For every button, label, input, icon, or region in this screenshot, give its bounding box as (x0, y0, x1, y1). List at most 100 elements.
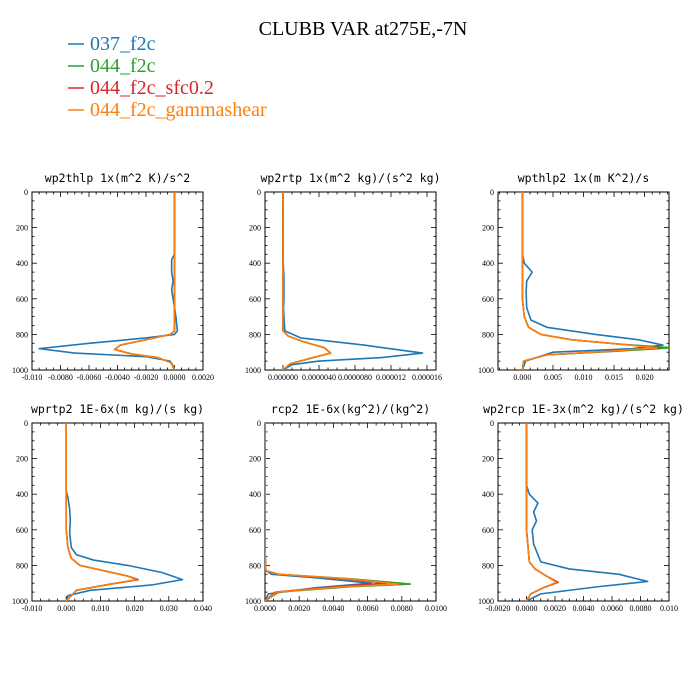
x-tick-label: 0.010 (575, 373, 593, 382)
figure-title: CLUBB VAR at275E,-7N (259, 18, 468, 40)
panel-title: wp2rcp 1E-3x(m^2 kg)/(s^2 kg) (483, 402, 684, 416)
x-tick-label: 0.0060 (357, 604, 379, 613)
y-tick-label: 200 (482, 224, 494, 233)
y-tick-label: 400 (249, 490, 261, 499)
series-line-044-f2c (65, 423, 139, 601)
x-tick-label: 0.020 (126, 604, 144, 613)
x-tick-label: 0.030 (160, 604, 178, 613)
series-line-044-f2c-sfc0-2 (113, 192, 176, 370)
x-tick-label: 0.020 (636, 373, 654, 382)
panel-title: wprtp2 1E-6x(m kg)/(s kg) (31, 402, 204, 416)
x-tick-label: -0.0060 (77, 373, 102, 382)
y-tick-label: 600 (16, 295, 28, 304)
x-tick-label: 0.000016 (412, 373, 442, 382)
panel-1: wp2thlp 1x(m^2 K)/s^202004006008001000-0… (12, 171, 214, 382)
x-tick-label: 0.0080 (391, 604, 413, 613)
panel-4: wprtp2 1E-6x(m kg)/(s kg)0 200 400 600 800 10… (12, 402, 212, 613)
y-tick-label: 1000 (478, 597, 494, 606)
series-group (65, 423, 184, 601)
panel-title: wpthlp2 1x(m K^2)/s (518, 171, 650, 185)
x-tick-label: 0.000000 (268, 373, 298, 382)
series-group (525, 423, 649, 601)
y-tick-label: 200 (482, 455, 494, 464)
y-tick-label: 400 (16, 259, 28, 268)
x-tick-label: 0.0000040 (302, 373, 336, 382)
y-tick-label: 800 (249, 330, 261, 339)
y-tick-label: 200 (16, 224, 28, 233)
x-tick-label: -0.010 (22, 373, 43, 382)
series-line-044-f2c-gammashear (65, 423, 138, 601)
y-tick-label: 200 (16, 455, 28, 464)
x-tick-label: 0.0020 (192, 373, 214, 382)
plot-frame (497, 422, 670, 602)
series-line-044-f2c (113, 192, 176, 370)
x-tick-label: 0.0000 (164, 373, 186, 382)
legend-label-044-f2c-sfc0-2: 044_f2c_sfc0.2 (90, 77, 214, 99)
x-tick-label: 0.0020 (288, 604, 310, 613)
y-tick-label: 0 (24, 419, 28, 428)
y-tick-label: 400 (482, 259, 494, 268)
series-line-044-f2c-sfc0-2 (65, 423, 139, 601)
plot-frame (497, 191, 670, 371)
x-tick-label: -0.010 (22, 604, 43, 613)
y-tick-label: 0 (490, 419, 494, 428)
y-tick-label: 800 (249, 561, 261, 570)
x-tick-label: 0.0100 (425, 604, 447, 613)
series-group (38, 192, 179, 370)
y-tick-label: 800 (482, 330, 494, 339)
legend: 037_f2c044_f2c044_f2c_sfc0.2044_f2c_gamm… (68, 33, 267, 121)
y-tick-label: 800 (16, 330, 28, 339)
series-line-037-f2c (521, 192, 664, 370)
y-tick-label: 200 (249, 224, 261, 233)
series-line-044-f2c-gammashear (265, 423, 400, 601)
series-line-044-f2c-gammashear (525, 423, 558, 601)
y-tick-label: 600 (249, 295, 261, 304)
y-tick-label: 1000 (245, 366, 261, 375)
series-line-044-f2c-sfc0-2 (521, 192, 661, 370)
y-tick-label: 0 (490, 188, 494, 197)
panel-title: wp2rtp 1x(m^2 kg)/(s^2 kg) (260, 171, 440, 185)
y-tick-label: 0 (257, 188, 261, 197)
y-tick-label: 400 (16, 490, 28, 499)
panels: wp2thlp 1x(m^2 K)/s^202004006008001000-0… (12, 171, 684, 613)
y-tick-label: 600 (249, 526, 261, 535)
series-line-044-f2c (521, 192, 669, 370)
panel-title: wp2thlp 1x(m^2 K)/s^2 (45, 171, 190, 185)
y-tick-label: 600 (482, 526, 494, 535)
series-group (521, 192, 669, 370)
x-tick-label: -0.0020 (134, 373, 159, 382)
y-tick-label: 1000 (12, 366, 28, 375)
x-tick-label: 0.0080 (630, 604, 652, 613)
panel-5: rcp2 1E-6x(kg^2)/(kg^2) 0 200 400 600 800 1000… (245, 402, 447, 613)
x-tick-label: 0.0040 (322, 604, 344, 613)
x-tick-label: 0.010 (91, 604, 109, 613)
legend-label-044-f2c-gammashear: 044_f2c_gammashear (90, 99, 267, 121)
y-tick-label: 400 (482, 490, 494, 499)
y-tick-label: 1000 (478, 366, 494, 375)
y-tick-label: 800 (16, 561, 28, 570)
x-tick-label: 0.0060 (601, 604, 623, 613)
x-tick-label: 0.015 (605, 373, 623, 382)
series-line-037-f2c (525, 423, 649, 601)
series-line-044-f2c-gammashear (521, 192, 658, 370)
panel-3: wpthlp2 1x(m K^2)/s 0 200 400 600 800 1000 0.00… (478, 171, 670, 382)
x-tick-label: 0.0020 (544, 604, 566, 613)
x-tick-label: -0.0080 (48, 373, 73, 382)
series-line-037-f2c (65, 423, 184, 601)
y-tick-label: 200 (249, 455, 261, 464)
series-line-037-f2c (38, 192, 179, 370)
legend-label-037-f2c: 037_f2c (90, 33, 156, 55)
x-tick-label: 0.0000080 (338, 373, 372, 382)
x-tick-label: -0.0020 (486, 604, 511, 613)
panel-6: wp2rcp 1E-3x(m^2 kg)/(s^2 kg) 0 200 400 600 8… (478, 402, 684, 613)
y-tick-label: 800 (482, 561, 494, 570)
legend-label-044-f2c: 044_f2c (90, 55, 156, 77)
y-tick-label: 0 (257, 419, 261, 428)
y-tick-label: 400 (249, 259, 261, 268)
panel-title: rcp2 1E-6x(kg^2)/(kg^2) (271, 402, 430, 416)
y-tick-label: 1000 (245, 597, 261, 606)
x-tick-label: 0.000 (513, 373, 531, 382)
x-tick-label: 0.000 (57, 604, 75, 613)
y-tick-label: 600 (482, 295, 494, 304)
series-line-044-f2c-gammashear (113, 192, 176, 370)
